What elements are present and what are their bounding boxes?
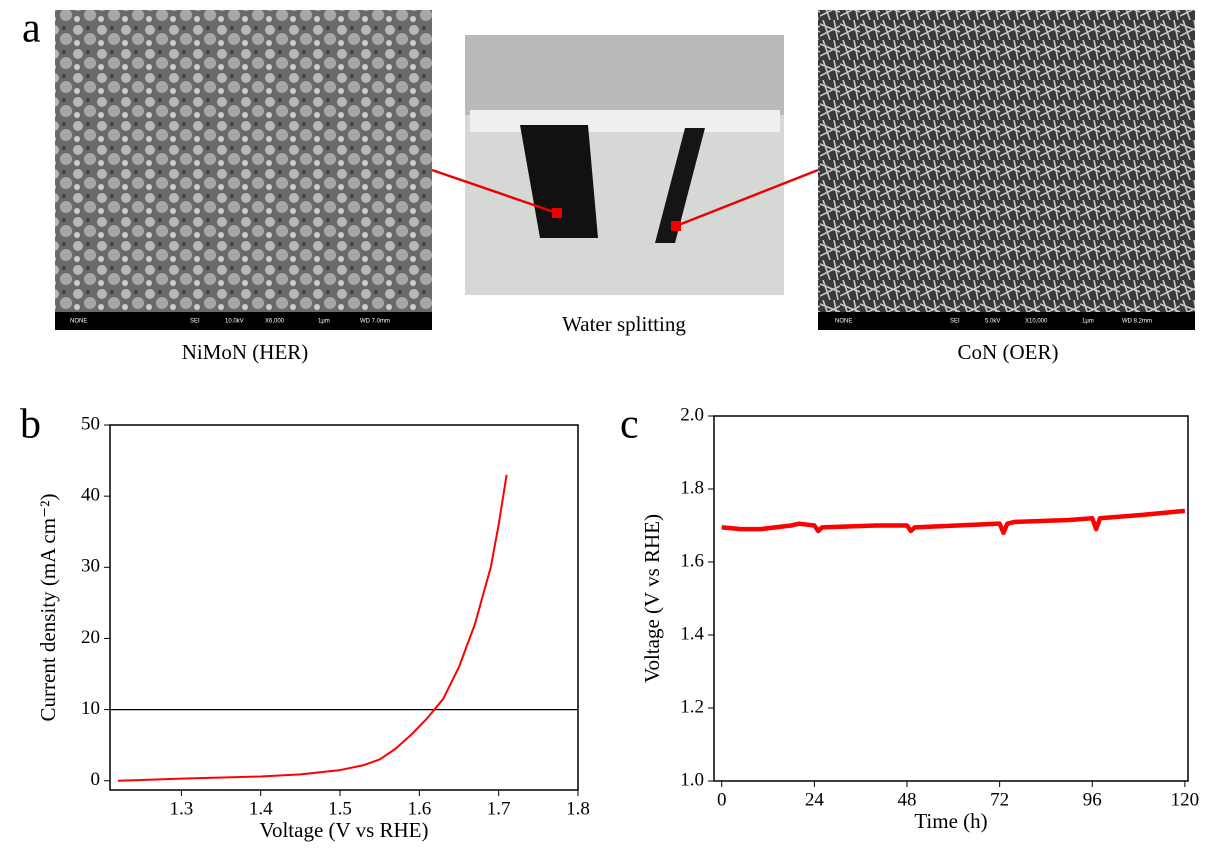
electrode bbox=[520, 125, 598, 238]
data-line bbox=[117, 474, 508, 782]
connector bbox=[431, 168, 558, 215]
y-tick-label: 1.6 bbox=[680, 550, 704, 571]
x-tick-label: 72 bbox=[990, 789, 1009, 810]
electrode bbox=[655, 128, 705, 243]
y-tick-label: 1.8 bbox=[680, 477, 704, 498]
photo-part bbox=[470, 110, 780, 132]
sem-info: 10.0kV bbox=[225, 319, 244, 325]
x-tick-label: 120 bbox=[1171, 789, 1200, 810]
plot-frame bbox=[713, 415, 1189, 782]
image-caption: NiMoN (HER) bbox=[182, 340, 309, 364]
sem-info: 1μm bbox=[318, 319, 330, 325]
panel-label: b bbox=[20, 402, 41, 448]
connector bbox=[675, 168, 819, 228]
x-tick-label: 48 bbox=[897, 789, 916, 810]
sem-info-bar bbox=[55, 312, 432, 330]
marker bbox=[671, 221, 681, 231]
x-tick-label: 1.5 bbox=[328, 798, 352, 819]
y-tick-label: 2.0 bbox=[680, 404, 704, 425]
y-tick-label: 30 bbox=[81, 556, 100, 577]
photo-part bbox=[465, 35, 784, 115]
sem-info: SEI bbox=[190, 319, 200, 325]
sem-info: NONE bbox=[70, 319, 87, 325]
sem-info: WD 8.2mm bbox=[1122, 319, 1152, 325]
x-tick-label: 1.8 bbox=[566, 798, 590, 819]
y-tick-label: 1.2 bbox=[680, 696, 704, 717]
x-tick-label: 1.4 bbox=[249, 798, 273, 819]
plot-frame bbox=[109, 424, 579, 791]
x-tick-label: 0 bbox=[717, 789, 727, 810]
image-caption: Water splitting bbox=[562, 312, 686, 336]
y-tick-label: 20 bbox=[81, 627, 100, 648]
y-axis-label: Current density (mA cm⁻²) bbox=[36, 494, 60, 722]
y-tick-label: 0 bbox=[91, 769, 101, 790]
data-line bbox=[721, 508, 1186, 536]
sem-info: WD 7.0mm bbox=[360, 319, 390, 325]
image-caption: CoN (OER) bbox=[958, 340, 1059, 364]
y-tick-label: 40 bbox=[81, 485, 100, 506]
sem-info: NONE bbox=[835, 319, 852, 325]
sem-info-bar bbox=[818, 312, 1195, 330]
panel-label: c bbox=[620, 402, 639, 448]
marker bbox=[552, 208, 562, 218]
x-axis-label: Voltage (V vs RHE) bbox=[260, 818, 429, 842]
x-tick-label: 1.7 bbox=[487, 798, 511, 819]
sem-info: 1μm bbox=[1082, 319, 1094, 325]
sem-image bbox=[818, 10, 1195, 312]
sem-info: X6,000 bbox=[265, 319, 285, 325]
sem-image bbox=[55, 10, 432, 312]
sem-info: 5.0kV bbox=[985, 319, 1000, 325]
y-axis-label: Voltage (V vs RHE) bbox=[640, 514, 664, 683]
x-tick-label: 96 bbox=[1083, 789, 1102, 810]
panel-label: a bbox=[22, 6, 41, 52]
y-tick-label: 1.4 bbox=[680, 623, 704, 644]
y-tick-label: 50 bbox=[81, 413, 100, 434]
x-tick-label: 1.6 bbox=[407, 798, 431, 819]
x-tick-label: 24 bbox=[805, 789, 825, 810]
sem-info: SEI bbox=[950, 319, 960, 325]
y-tick-label: 1.0 bbox=[680, 769, 704, 790]
x-axis-label: Time (h) bbox=[914, 809, 987, 833]
sem-info: X10,000 bbox=[1025, 319, 1048, 325]
y-tick-label: 10 bbox=[81, 698, 100, 719]
x-tick-label: 1.3 bbox=[170, 798, 194, 819]
